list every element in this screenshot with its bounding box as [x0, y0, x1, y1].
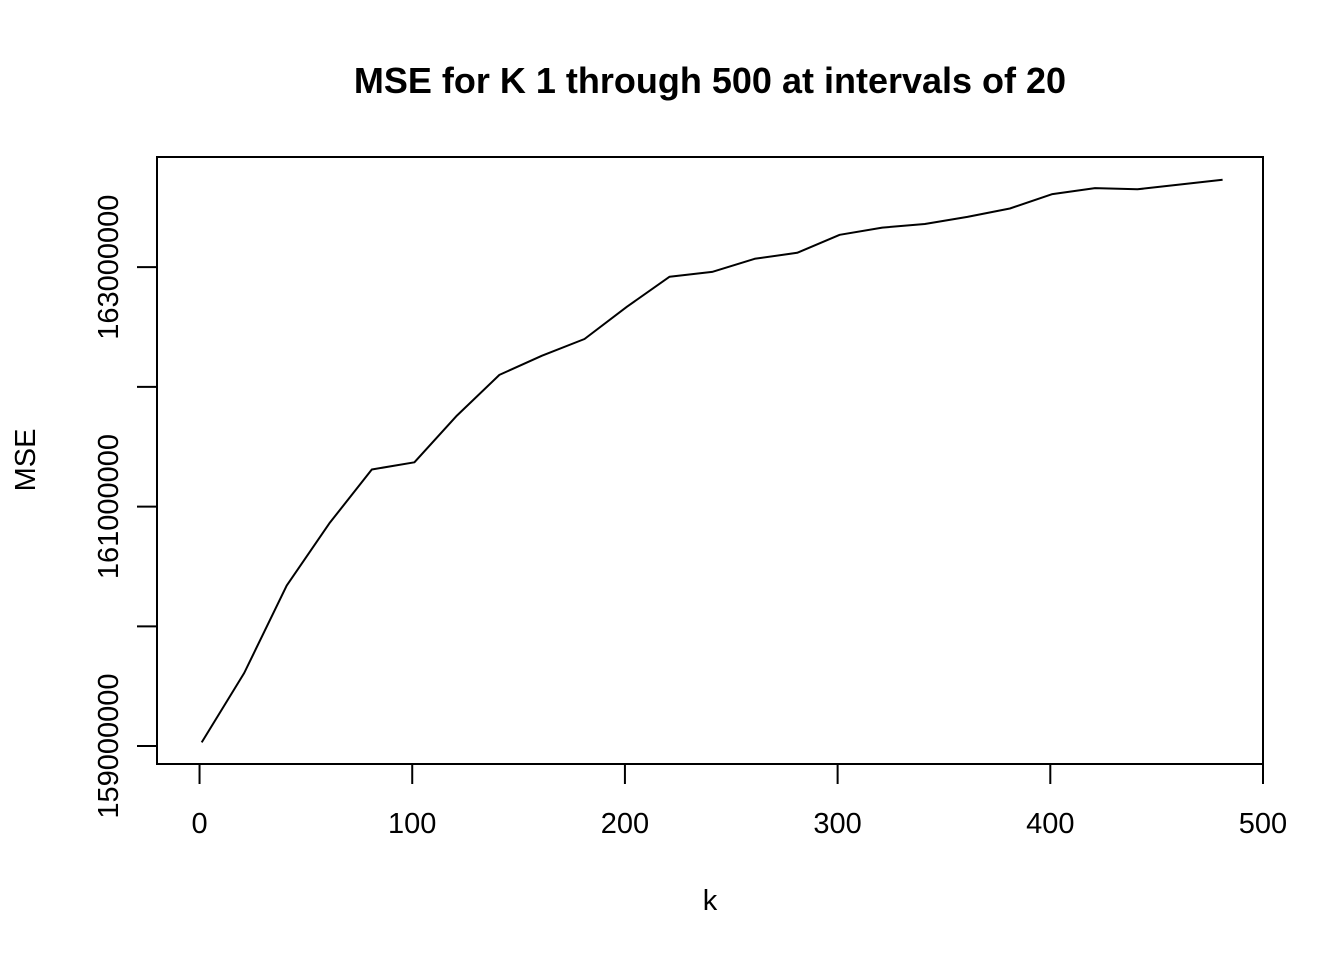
x-tick-label: 100 [388, 808, 436, 840]
x-tick-label: 500 [1239, 808, 1287, 840]
plot-frame [156, 156, 1264, 765]
x-tick-label: 0 [191, 808, 207, 840]
mse-line [200, 178, 1223, 743]
y-axis: 159000000 161000000 163000000 [93, 195, 158, 819]
x-axis-label: k [703, 885, 718, 917]
y-axis-label: MSE [10, 429, 42, 492]
chart-title: MSE for K 1 through 500 at intervals of … [354, 60, 1066, 101]
x-tick-label: 200 [601, 808, 649, 840]
y-tick-label: 159000000 [93, 673, 125, 818]
x-tick-label: 300 [813, 808, 861, 840]
y-tick-label: 163000000 [93, 195, 125, 340]
x-tick-label: 400 [1026, 808, 1074, 840]
x-axis: 0 100 200 300 400 500 [191, 763, 1287, 840]
y-tick-label: 161000000 [93, 434, 125, 579]
